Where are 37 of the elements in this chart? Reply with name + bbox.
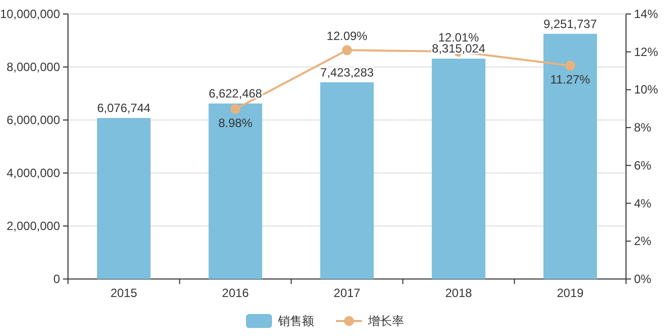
y-tick-label: 6,000,000 [6,113,60,127]
y2-tick-label: 6% [634,158,652,172]
y2-tick-label: 12% [634,44,658,59]
y2-tick-label: 4% [634,196,652,210]
y-tick-label: 4,000,000 [6,166,60,180]
data-label: 12.09% [326,29,368,44]
y-tick-label: 8,000,000 [6,60,60,74]
point [565,60,576,71]
point [342,45,352,56]
bar [543,34,597,279]
bar [97,118,151,279]
y-tick-label: 2,000,000 [6,219,60,233]
bar [320,82,374,279]
data-label: 11.27% [550,72,590,87]
data-label: 9,251,737 [544,16,598,31]
y2-tick-label: 14% [634,7,658,21]
data-label: 6,622,468 [208,86,262,101]
y-tick-label: 10,000,000 [0,7,60,21]
data-label: 8.98% [218,116,253,130]
data-label: 12.01% [438,30,480,45]
data-label: 7,423,283 [320,65,374,80]
y2-tick-label: 10% [634,82,658,97]
point [230,104,240,114]
x-tick-label: 2016 [222,286,250,300]
legend-label: 销售额 [277,314,314,328]
y-tick-label: 0 [53,272,60,286]
x-tick-label: 2018 [445,286,472,300]
y2-tick-label: 8% [634,120,652,135]
x-tick-label: 2015 [110,286,138,300]
y2-tick-label: 0% [634,272,652,286]
bar [432,58,486,279]
x-tick-label: 2017 [334,286,361,300]
data-label: 6,076,744 [97,100,151,115]
legend-label: 增长率 [367,314,404,328]
x-tick-label: 2019 [556,286,584,300]
y2-tick-label: 2% [634,234,652,248]
bar [208,104,262,279]
